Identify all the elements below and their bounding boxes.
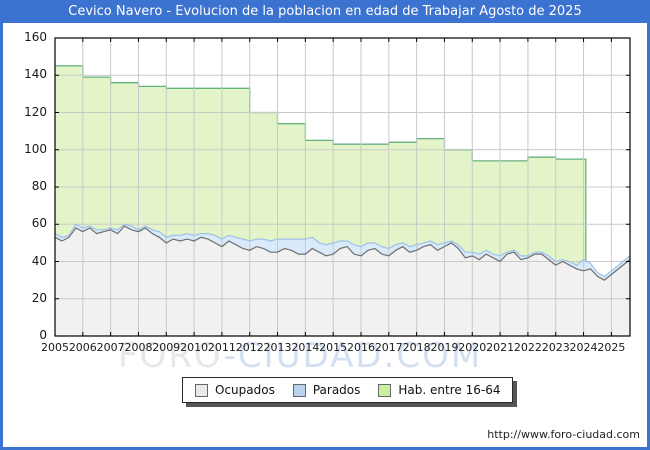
x-tick-label: 2018: [402, 341, 431, 354]
x-tick-label: 2025: [597, 341, 626, 354]
x-tick-label: 2019: [430, 341, 459, 354]
y-tick-label: 0: [39, 328, 47, 342]
hab-swatch-icon: [378, 383, 392, 397]
x-tick-label: 2007: [96, 341, 125, 354]
x-tick-label: 2011: [207, 341, 236, 354]
parados-line: [54, 223, 631, 278]
legend-label-parados: Parados: [312, 383, 361, 397]
ocupados-line: [54, 225, 631, 281]
x-tick-label: 2014: [291, 341, 320, 354]
x-tick-label: 2024: [569, 341, 598, 354]
ocupados-area: [55, 226, 630, 336]
legend-item-parados: Parados: [292, 383, 361, 397]
x-tick-label: 2010: [180, 341, 209, 354]
legend-label-ocupados: Ocupados: [215, 383, 275, 397]
watermark-ciudad: -CIUDAD.COM: [223, 336, 483, 376]
x-tick-label: 2005: [41, 341, 69, 354]
y-tick-label: 100: [24, 141, 47, 156]
x-tick-label: 2009: [152, 341, 181, 354]
y-tick-label: 120: [24, 104, 47, 119]
parados-swatch-icon: [292, 383, 306, 397]
x-tick-label: 2008: [124, 341, 153, 354]
x-tick-label: 2022: [513, 341, 542, 354]
x-tick-label: 2020: [458, 341, 487, 354]
x-tick-label: 2012: [235, 341, 264, 354]
x-tick-label: 2021: [486, 341, 515, 354]
legend-label-hab: Hab. entre 16-64: [398, 383, 501, 397]
chart-title: Cevico Navero - Evolucion de la poblacio…: [0, 0, 650, 23]
x-tick-label: 2006: [68, 341, 97, 354]
legend-item-hab: Hab. entre 16-64: [378, 383, 500, 397]
y-tick-label: 140: [24, 67, 47, 82]
x-tick-label: 2023: [541, 341, 570, 354]
x-tick-label: 2017: [374, 341, 403, 354]
y-tick-label: 80: [31, 179, 47, 193]
y-tick-label: 20: [31, 290, 47, 305]
x-tick-label: 2016: [346, 341, 375, 354]
x-tick-label: 2015: [319, 341, 348, 354]
legend-item-ocupados: Ocupados: [195, 383, 275, 397]
watermark: FORO-CIUDAD.COM: [118, 336, 482, 376]
legend: Ocupados Parados Hab. entre 16-64: [182, 377, 514, 403]
y-tick-label: 160: [24, 30, 47, 44]
watermark-foro: FORO: [118, 336, 224, 376]
x-tick-label: 2013: [263, 341, 292, 354]
ocupados-swatch-icon: [195, 383, 208, 397]
footer-url[interactable]: http://www.foro-ciudad.com: [487, 428, 640, 441]
y-tick-label: 40: [31, 253, 47, 268]
y-tick-label: 60: [31, 216, 47, 231]
